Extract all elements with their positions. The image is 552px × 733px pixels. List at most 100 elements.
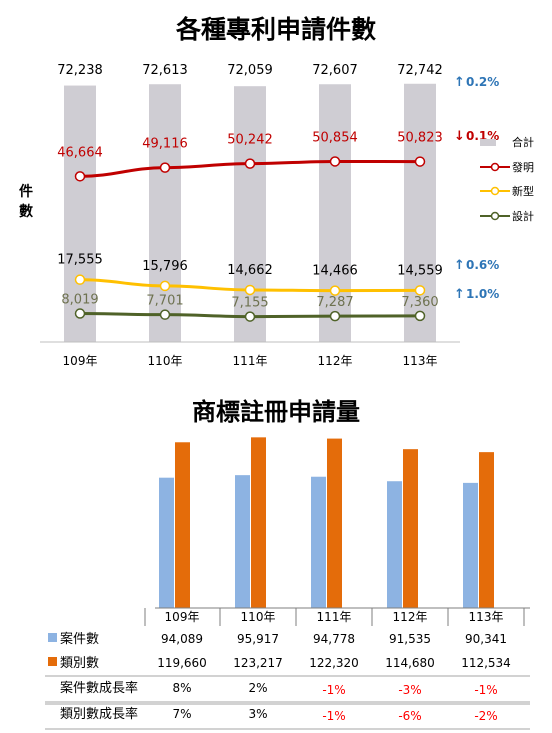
class-count-bar xyxy=(175,442,190,608)
legend-label: 設計 xyxy=(512,209,534,223)
legend-marker xyxy=(490,211,500,221)
patent-x-tick-label: 113年 xyxy=(403,354,438,368)
class-count-bar xyxy=(251,437,266,608)
series-point xyxy=(244,284,256,296)
table-cell: 112,534 xyxy=(461,656,511,670)
table-cell: 114,680 xyxy=(385,656,435,670)
total-bar xyxy=(404,83,436,342)
case-count-bar xyxy=(387,481,402,608)
patent-x-tick-label: 110年 xyxy=(148,354,183,368)
series-point xyxy=(244,158,256,169)
series-data-label: 14,559 xyxy=(397,263,443,278)
growth-annotation: 0.2% xyxy=(466,75,499,89)
series-point xyxy=(329,285,341,296)
table-cell: 3% xyxy=(248,707,267,721)
patent-x-tick-label: 109年 xyxy=(63,354,98,368)
series-data-label: 15,796 xyxy=(142,259,188,274)
table-cell: 122,320 xyxy=(309,656,359,670)
legend-label: 合計 xyxy=(512,135,534,149)
total-bar xyxy=(319,84,351,342)
table-cell: 91,535 xyxy=(389,632,431,646)
table-row-label: 案件數成長率 xyxy=(60,680,138,696)
series-point xyxy=(159,162,171,173)
table-legend-swatch xyxy=(48,657,57,666)
series-data-label: 50,823 xyxy=(397,131,443,146)
growth-arrow-icon: ↑ xyxy=(454,258,465,273)
total-data-label: 72,607 xyxy=(312,63,358,78)
trademark-x-tick-label: 111年 xyxy=(317,610,352,624)
table-cell: -6% xyxy=(398,709,421,723)
series-data-label: 46,664 xyxy=(57,145,103,160)
series-point xyxy=(74,171,86,182)
series-data-label: 7,360 xyxy=(401,295,438,310)
series-point xyxy=(414,310,426,322)
table-cell: -3% xyxy=(398,683,421,697)
series-point xyxy=(414,156,426,167)
series-point xyxy=(329,310,341,322)
table-cell: 94,089 xyxy=(161,632,203,646)
total-data-label: 72,613 xyxy=(142,63,188,78)
table-row-label: 類別數成長率 xyxy=(60,706,138,722)
series-data-label: 8,019 xyxy=(61,293,98,308)
case-count-bar xyxy=(463,482,478,608)
table-cell: 119,660 xyxy=(157,656,207,670)
growth-annotation: 0.6% xyxy=(466,258,499,272)
table-row-label: 案件數 xyxy=(60,632,99,647)
trademark-chart-title: 商標註冊申請量 xyxy=(192,397,360,426)
table-cell: 123,217 xyxy=(233,656,283,670)
legend-swatch xyxy=(480,139,496,146)
series-point xyxy=(244,311,256,322)
total-data-label: 72,059 xyxy=(227,63,273,78)
legend-marker xyxy=(490,186,500,196)
total-data-label: 72,238 xyxy=(57,63,103,78)
table-cell: 90,341 xyxy=(465,632,507,646)
case-count-bar xyxy=(311,476,326,608)
series-data-label: 49,116 xyxy=(142,137,188,152)
class-count-bar xyxy=(479,452,494,608)
series-point xyxy=(159,280,171,292)
series-data-label: 17,555 xyxy=(57,253,103,268)
growth-arrow-icon: ↓ xyxy=(454,129,465,144)
trademark-x-tick-label: 109年 xyxy=(165,610,200,624)
total-bar xyxy=(234,86,266,342)
table-cell: 2% xyxy=(248,681,267,695)
table-cell: 8% xyxy=(172,681,191,695)
class-count-bar xyxy=(403,449,418,608)
patent-y-axis-label-char: 數 xyxy=(19,203,33,220)
table-cell: 94,778 xyxy=(313,632,355,646)
series-point xyxy=(329,156,341,167)
series-point xyxy=(159,309,171,320)
patent-x-tick-label: 111年 xyxy=(233,354,268,368)
series-data-label: 50,854 xyxy=(312,130,358,145)
legend-label: 新型 xyxy=(512,184,534,198)
legend-label: 發明 xyxy=(512,160,534,174)
growth-annotation: 1.0% xyxy=(466,287,499,301)
growth-arrow-icon: ↑ xyxy=(454,287,465,302)
series-data-label: 7,155 xyxy=(231,296,268,311)
table-cell: -1% xyxy=(322,709,345,723)
table-cell: -2% xyxy=(474,709,497,723)
case-count-bar xyxy=(235,475,250,608)
patent-chart-title: 各種專利申請件數 xyxy=(175,15,376,44)
class-count-bar xyxy=(327,438,342,608)
table-cell: -1% xyxy=(474,683,497,697)
table-cell: -1% xyxy=(322,683,345,697)
series-point xyxy=(414,285,426,296)
total-bar xyxy=(149,84,181,342)
trademark-x-tick-label: 110年 xyxy=(241,610,276,624)
growth-arrow-icon: ↑ xyxy=(454,75,465,90)
series-data-label: 50,242 xyxy=(227,133,273,148)
series-data-label: 14,466 xyxy=(312,264,358,279)
legend-marker xyxy=(490,162,500,172)
total-bar xyxy=(64,85,96,342)
patent-y-axis-label: 件數 xyxy=(19,183,33,220)
patent-y-axis-label-char: 件 xyxy=(19,183,33,200)
case-count-bar xyxy=(159,477,174,608)
series-point xyxy=(74,308,86,319)
series-point xyxy=(74,274,86,285)
patent-x-tick-label: 112年 xyxy=(318,354,353,368)
total-data-label: 72,742 xyxy=(397,63,443,78)
